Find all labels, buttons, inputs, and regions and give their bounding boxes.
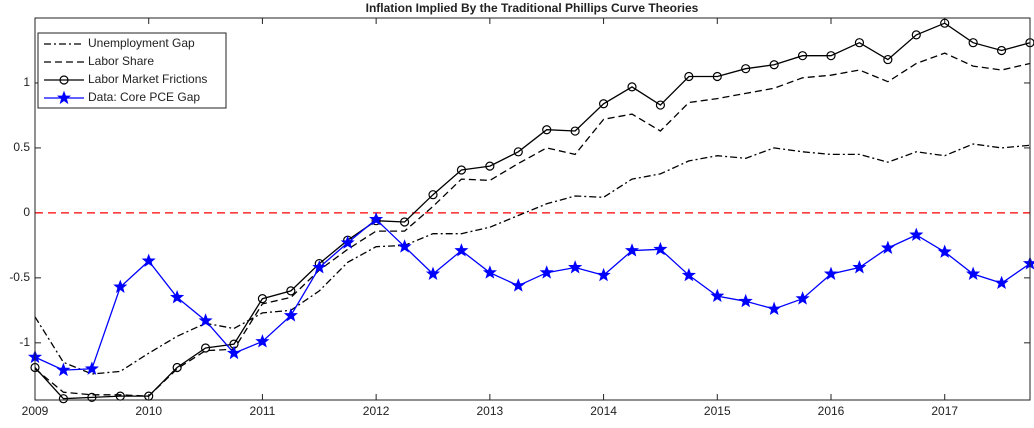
data-point xyxy=(681,267,696,282)
data-point xyxy=(312,260,327,274)
data-point xyxy=(456,165,467,175)
data-point xyxy=(369,211,384,226)
series-line xyxy=(34,22,1031,400)
data-point xyxy=(141,253,156,267)
data-point xyxy=(769,60,779,70)
data-point xyxy=(58,394,69,404)
data-point xyxy=(170,289,185,304)
y-tick-label: -1 xyxy=(19,335,30,349)
data-point xyxy=(854,38,865,48)
data-point xyxy=(741,64,751,74)
data-point xyxy=(283,308,298,322)
data-point xyxy=(767,301,782,316)
data-point xyxy=(624,243,640,257)
data-point xyxy=(485,161,495,171)
x-tick-label: 2010 xyxy=(135,404,162,418)
data-point xyxy=(87,392,97,403)
data-point xyxy=(84,361,99,375)
data-point xyxy=(911,30,921,40)
data-point xyxy=(198,313,213,327)
data-point xyxy=(513,147,523,157)
data-point xyxy=(255,334,270,348)
data-point xyxy=(994,275,1009,290)
data-point xyxy=(286,286,296,296)
data-point xyxy=(570,126,580,136)
legend-label: Labor Market Frictions xyxy=(88,72,207,86)
data-point xyxy=(909,227,924,241)
legend-marker xyxy=(56,90,72,105)
chart-title: Inflation Implied By the Traditional Phi… xyxy=(366,1,699,15)
x-tick-label: 2015 xyxy=(704,404,731,418)
data-point xyxy=(482,265,497,279)
data-point xyxy=(542,125,552,135)
x-tick-label: 2013 xyxy=(477,404,504,418)
data-point xyxy=(684,71,694,82)
data-point xyxy=(937,244,952,258)
data-point xyxy=(539,265,554,279)
data-point xyxy=(428,190,438,200)
legend-marker xyxy=(59,75,69,85)
data-point xyxy=(823,266,839,280)
data-point xyxy=(399,217,410,227)
x-tick-label: 2012 xyxy=(363,404,390,418)
series-line xyxy=(34,52,1031,397)
data-point xyxy=(880,240,895,254)
data-point xyxy=(511,278,526,292)
x-tick-label: 2017 xyxy=(931,404,958,418)
data-point xyxy=(795,291,810,305)
data-point xyxy=(940,18,950,28)
data-point xyxy=(797,51,808,61)
data-point xyxy=(653,241,668,256)
data-point xyxy=(627,82,637,92)
data-point xyxy=(226,345,242,360)
x-tick-label: 2016 xyxy=(818,404,845,418)
data-point xyxy=(56,362,71,377)
data-point xyxy=(826,51,836,61)
data-point xyxy=(113,279,128,293)
data-point xyxy=(257,294,268,304)
data-point xyxy=(968,38,978,48)
legend-label: Unemployment Gap xyxy=(88,36,195,50)
plot-frame xyxy=(34,17,1031,401)
x-tick-label: 2011 xyxy=(250,404,276,418)
legend-label: Labor Share xyxy=(88,54,154,68)
data-point xyxy=(200,343,211,353)
series-line xyxy=(34,143,1031,375)
data-point xyxy=(710,288,725,303)
data-point xyxy=(568,260,583,274)
legend-box xyxy=(37,32,227,109)
data-point xyxy=(172,362,182,373)
y-tick-label: 1 xyxy=(23,75,30,89)
data-point xyxy=(712,71,722,82)
data-point xyxy=(852,260,867,274)
y-tick-label: 0 xyxy=(23,205,30,219)
y-tick-label: 0.5 xyxy=(13,140,30,154)
data-point xyxy=(738,293,753,308)
data-point xyxy=(883,54,893,65)
data-point xyxy=(397,239,412,253)
data-point xyxy=(966,266,981,280)
x-tick-label: 2009 xyxy=(22,404,49,418)
y-tick-label: -0.5 xyxy=(9,270,30,284)
data-point xyxy=(598,99,609,109)
legend-label: Data: Core PCE Gap xyxy=(88,90,200,104)
data-point xyxy=(454,243,469,257)
data-point xyxy=(425,266,441,280)
data-point xyxy=(996,45,1007,56)
data-point xyxy=(340,235,355,249)
data-point xyxy=(655,100,666,110)
series-line xyxy=(34,218,1031,371)
x-tick-label: 2014 xyxy=(590,404,617,418)
data-point xyxy=(596,267,611,282)
